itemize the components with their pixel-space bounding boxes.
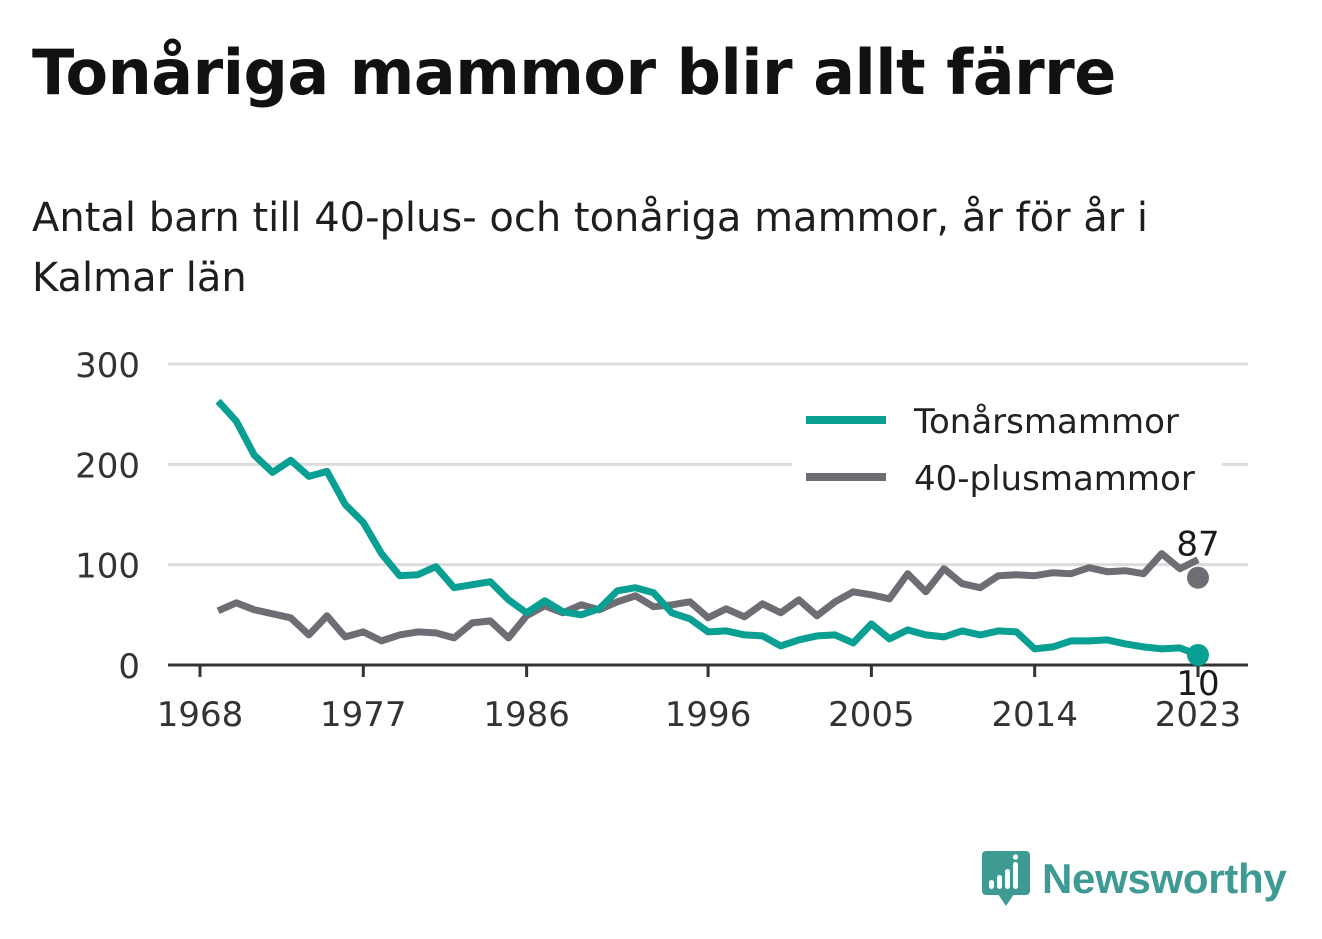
x-axis-tick-labels: 1968 1977 1986 1996 2005 2014 2023 [157, 665, 1242, 735]
legend-entry: Tonårsmammor [913, 402, 1179, 442]
chart-title: Tonåriga mammor blir allt färre [32, 36, 1116, 109]
x-tick-label: 1977 [320, 695, 407, 735]
series-lines [215, 398, 1200, 659]
series-line-tonarsmammor [215, 398, 1200, 659]
x-tick-label: 1968 [157, 695, 244, 735]
legend-background [792, 392, 1222, 516]
y-tick-label: 200 [75, 446, 140, 486]
y-axis-tick-labels: 0 100 200 300 [75, 346, 140, 687]
end-point-marker [1187, 566, 1209, 589]
end-value-label: 10 [1176, 664, 1219, 704]
bar-chart-speech-icon [982, 851, 1030, 906]
x-tick-label: 2014 [991, 695, 1078, 735]
chart-subtitle: Antal barn till 40-plus- och tonåriga ma… [32, 195, 1149, 301]
x-tick-label: 2023 [1155, 695, 1242, 735]
x-tick-label: 1986 [483, 695, 570, 735]
newsworthy-logo: Newsworthy [980, 848, 1287, 910]
legend-entry: 40-plusmammor [914, 459, 1195, 499]
x-tick-label: 2005 [828, 695, 915, 735]
x-tick-label: 1996 [665, 695, 752, 735]
end-value-label: 87 [1176, 525, 1219, 565]
legend: Tonårsmammor 40-plusmammor [792, 392, 1222, 516]
y-tick-label: 100 [75, 547, 140, 587]
y-tick-label: 0 [118, 647, 140, 687]
end-value-labels: 10 87 [1176, 525, 1219, 704]
y-tick-label: 300 [75, 346, 140, 386]
series-line-40-plusmammor [216, 550, 1200, 645]
end-point-marker [1187, 643, 1209, 666]
brand-name: Newsworthy [1042, 855, 1287, 902]
